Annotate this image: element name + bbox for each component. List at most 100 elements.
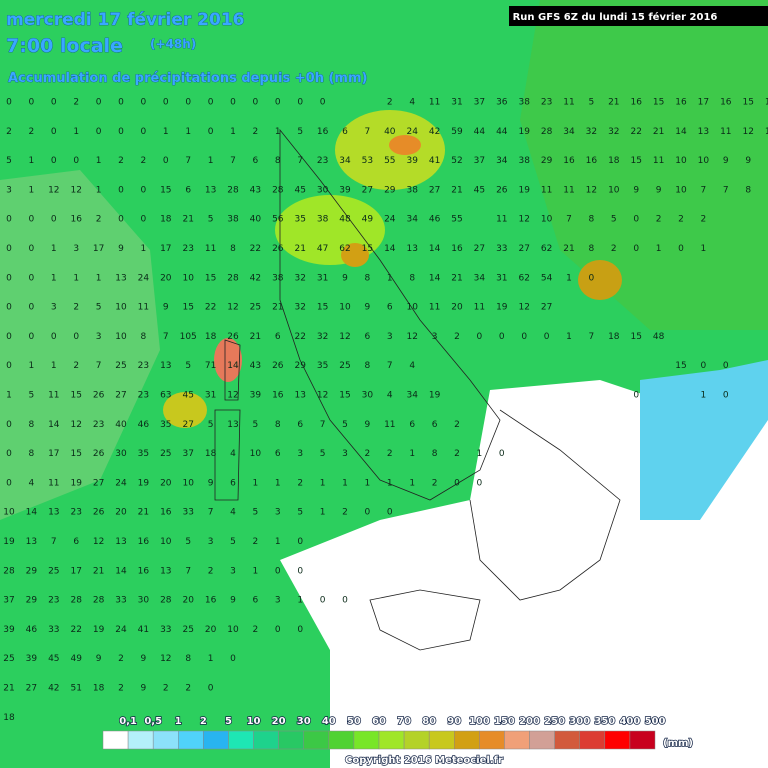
grid-value: 7 [566,215,572,225]
grid-value: 0 [6,332,12,342]
grid-value: 12 [70,185,81,195]
grid-value: 0 [6,244,12,254]
grid-value: 0 [365,508,371,518]
grid-value: 20 [205,625,217,635]
legend-swatch [579,730,606,750]
grid-value: 2 [6,127,12,137]
grid-value: 1 [275,127,281,137]
grid-value: 45 [48,654,59,664]
grid-value: 3 [230,566,236,576]
grid-value: 25 [250,303,261,313]
grid-value: 0 [387,508,393,518]
grid-value: 0 [253,98,259,108]
grid-value: 9 [723,156,729,166]
grid-value: 1 [230,127,236,137]
grid-value: 1 [365,478,371,488]
grid-value: 7 [589,332,595,342]
grid-value: 25 [160,449,171,459]
grid-value: 7 [96,361,102,371]
grid-value: 49 [70,654,82,664]
value-grid: 0 0 0 2 0 0 0 0 0 0 0 0 0 0 0 2 4 11 31 37 36 38 23 11 5 21 16 15 16… [3,98,768,723]
grid-value: 24 [115,478,127,488]
grid-value: 15 [362,244,373,254]
grid-value: 27 [26,684,37,694]
legend-swatch [604,730,631,750]
grid-value: 13 [160,361,171,371]
grid-value: 35 [138,449,149,459]
grid-value: 11 [429,303,440,313]
grid-value: 25 [339,361,350,371]
grid-value: 21 [451,185,462,195]
run-box [509,6,768,26]
grid-value: 0 [51,156,57,166]
grid-value: 33 [115,596,126,606]
grid-value: 0 [6,273,12,283]
grid-value: 44 [496,127,508,137]
legend-swatch [378,730,405,750]
grid-value: 19 [518,127,530,137]
grid-value: 23 [70,508,81,518]
grid-value: 1 [6,391,12,401]
grid-value: 11 [384,420,395,430]
legend-label: 40 [322,716,336,727]
grid-value: 0 [29,98,35,108]
grid-value: 16 [160,508,172,518]
time: 7:00 locale [6,35,123,57]
grid-value: 22 [70,625,81,635]
grid-value: 9 [656,185,662,195]
grid-value: 62 [541,244,552,254]
grid-value: 13 [227,420,238,430]
grid-value: 45 [294,185,305,195]
grid-value: 24 [115,625,127,635]
grid-value: 13 [294,391,305,401]
grid-value: 18 [3,713,15,723]
grid-value: 17 [93,244,104,254]
grid-value: 2 [73,98,79,108]
grid-value: 14 [48,420,60,430]
legend-label: 0,1 [119,716,137,727]
grid-value: 2 [678,215,684,225]
grid-value: 10 [160,537,172,547]
grid-value: 10 [675,156,687,166]
grid-value: 28 [93,596,105,606]
grid-value: 39 [26,654,38,664]
grid-value: 1 [185,127,191,137]
grid-value: 0 [275,566,281,576]
grid-value: 0 [141,215,147,225]
grid-value: 21 [3,684,14,694]
grid-value: 0 [230,654,236,664]
legend-label: 350 [594,716,615,727]
grid-value: 18 [608,156,620,166]
grid-value: 0 [29,244,35,254]
grid-value: 12 [339,332,350,342]
grid-value: 1 [275,537,281,547]
grid-value: 19 [496,303,508,313]
grid-value: 1 [73,273,79,283]
grid-value: 2 [185,684,191,694]
grid-value: 0 [118,185,124,195]
grid-value: 2 [141,156,147,166]
grid-value: 33 [496,244,507,254]
grid-value: 40 [115,420,127,430]
grid-value: 21 [93,566,104,576]
grid-value: 14 [384,244,396,254]
grid-value: 0 [118,215,124,225]
grid-value: 11 [653,156,664,166]
grid-value: 20 [451,303,463,313]
grid-value: 11 [474,303,485,313]
grid-value: 0 [723,391,729,401]
legend-swatch [428,730,455,750]
offset: (+48h) [150,37,196,51]
grid-value: 4 [409,98,415,108]
grid-value: 15 [742,98,753,108]
grid-value: 32 [586,127,597,137]
grid-value: 2 [297,478,303,488]
grid-value: 38 [406,185,418,195]
grid-value: 6 [409,420,415,430]
grid-value: 29 [26,596,38,606]
grid-value: 21 [563,244,574,254]
grid-value: 9 [208,478,214,488]
grid-value: 21 [653,127,664,137]
grid-value: 5 [208,420,214,430]
grid-value: 4 [409,361,415,371]
